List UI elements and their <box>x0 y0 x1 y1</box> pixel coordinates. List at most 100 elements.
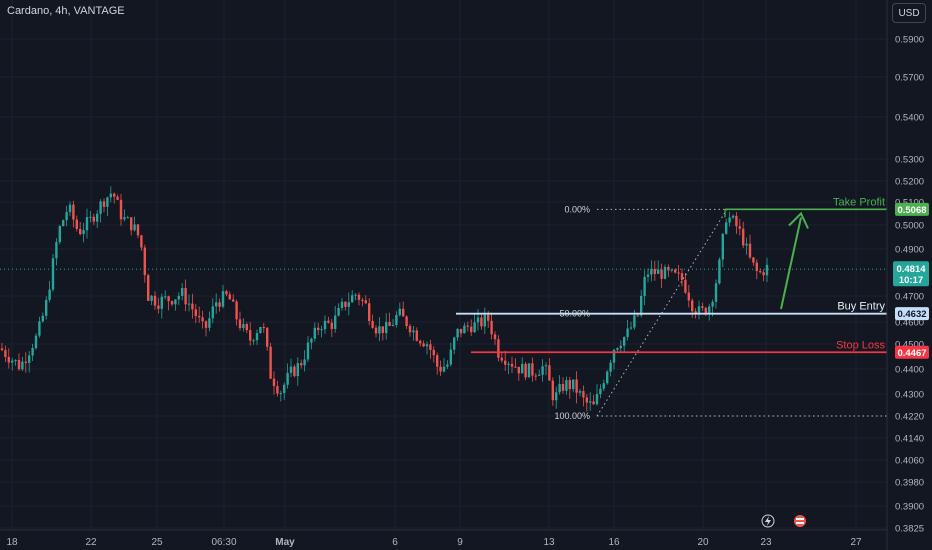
candle <box>589 392 592 411</box>
candle <box>92 213 95 225</box>
candle <box>565 376 568 395</box>
candle <box>531 357 534 382</box>
candle <box>354 293 357 301</box>
svg-text:0.5068: 0.5068 <box>897 205 926 216</box>
candle <box>337 303 340 317</box>
candle <box>742 221 745 249</box>
candle <box>266 326 269 351</box>
candle <box>170 300 174 307</box>
candle <box>701 302 704 311</box>
fib-level-label: 100.00% <box>554 411 590 421</box>
candle <box>425 341 429 355</box>
candle <box>198 306 201 323</box>
y-tick-label: 0.4220 <box>895 412 924 423</box>
candle <box>113 192 116 204</box>
y-tick-label: 0.4140 <box>895 434 924 445</box>
take-profit-label: Take Profit <box>833 196 885 208</box>
candle <box>41 312 44 323</box>
candle <box>541 359 544 382</box>
candle <box>572 379 575 393</box>
candle <box>310 337 313 350</box>
candle <box>136 223 140 239</box>
candle <box>164 290 167 300</box>
candle <box>402 301 405 317</box>
candle <box>119 193 123 226</box>
candle <box>436 352 439 375</box>
candle <box>412 325 415 341</box>
candle <box>259 326 262 334</box>
candle <box>555 386 558 409</box>
candle <box>731 214 735 220</box>
candle <box>106 196 109 216</box>
candle <box>150 294 153 306</box>
candle <box>752 257 755 266</box>
candle <box>548 358 551 381</box>
candle <box>55 238 58 266</box>
candle <box>58 224 61 245</box>
svg-text:0.4814: 0.4814 <box>896 264 926 275</box>
stop-loss-badge: 0.4467 <box>895 345 929 359</box>
candle <box>595 384 599 406</box>
candle <box>493 331 497 345</box>
candle <box>126 215 129 219</box>
candle <box>721 233 724 268</box>
time-axis[interactable]: 18 22 25 06:30 May 6 9 13 16 20 23 27 <box>0 529 887 548</box>
x-tick-label: 23 <box>760 537 772 548</box>
candle <box>14 359 17 366</box>
candle <box>133 216 136 232</box>
projection-arrow <box>780 217 802 310</box>
candle <box>728 211 731 227</box>
y-tick-label: 0.5200 <box>895 177 924 188</box>
candle <box>306 336 310 363</box>
candles <box>0 186 769 412</box>
projection-arrow-head <box>788 211 809 229</box>
currency-button[interactable]: USD <box>892 3 926 23</box>
candle <box>330 318 333 338</box>
candle <box>153 291 157 310</box>
candle <box>368 298 371 326</box>
candle <box>470 319 473 336</box>
candle <box>51 253 55 292</box>
candle <box>289 358 293 378</box>
candle <box>347 292 350 316</box>
svg-text:0.4467: 0.4467 <box>897 348 926 359</box>
price-axis[interactable]: 0.59000.57000.54000.53000.52000.51000.50… <box>886 0 929 550</box>
candle <box>130 217 133 236</box>
candle <box>38 316 41 338</box>
candle <box>303 350 306 372</box>
candle <box>422 340 425 348</box>
candle <box>704 306 707 317</box>
candle <box>317 322 320 336</box>
candle <box>551 377 554 406</box>
candle <box>215 293 218 314</box>
candle <box>327 316 330 324</box>
candle <box>221 284 225 309</box>
candle <box>85 208 89 239</box>
candle <box>538 369 541 377</box>
flag-icon[interactable] <box>794 515 806 527</box>
candle <box>684 272 687 295</box>
candle <box>453 336 456 355</box>
candle <box>735 211 738 234</box>
candle <box>0 342 4 352</box>
lightning-icon[interactable] <box>761 514 775 528</box>
candle <box>745 237 748 255</box>
candle <box>385 313 388 340</box>
candle <box>391 319 395 327</box>
x-tick-label: 22 <box>85 537 97 548</box>
candle <box>245 322 248 334</box>
candle <box>405 315 408 329</box>
y-tick-label: 0.4900 <box>895 245 924 256</box>
candle <box>466 321 469 332</box>
candle <box>371 314 374 329</box>
candle <box>657 260 660 275</box>
candle <box>568 376 571 399</box>
y-tick-label: 0.4700 <box>895 292 924 303</box>
x-tick-label: May <box>275 537 295 548</box>
buy-entry-badge: 0.4632 <box>895 307 929 321</box>
candle <box>480 314 483 330</box>
candle <box>68 201 72 217</box>
candle <box>646 268 650 283</box>
